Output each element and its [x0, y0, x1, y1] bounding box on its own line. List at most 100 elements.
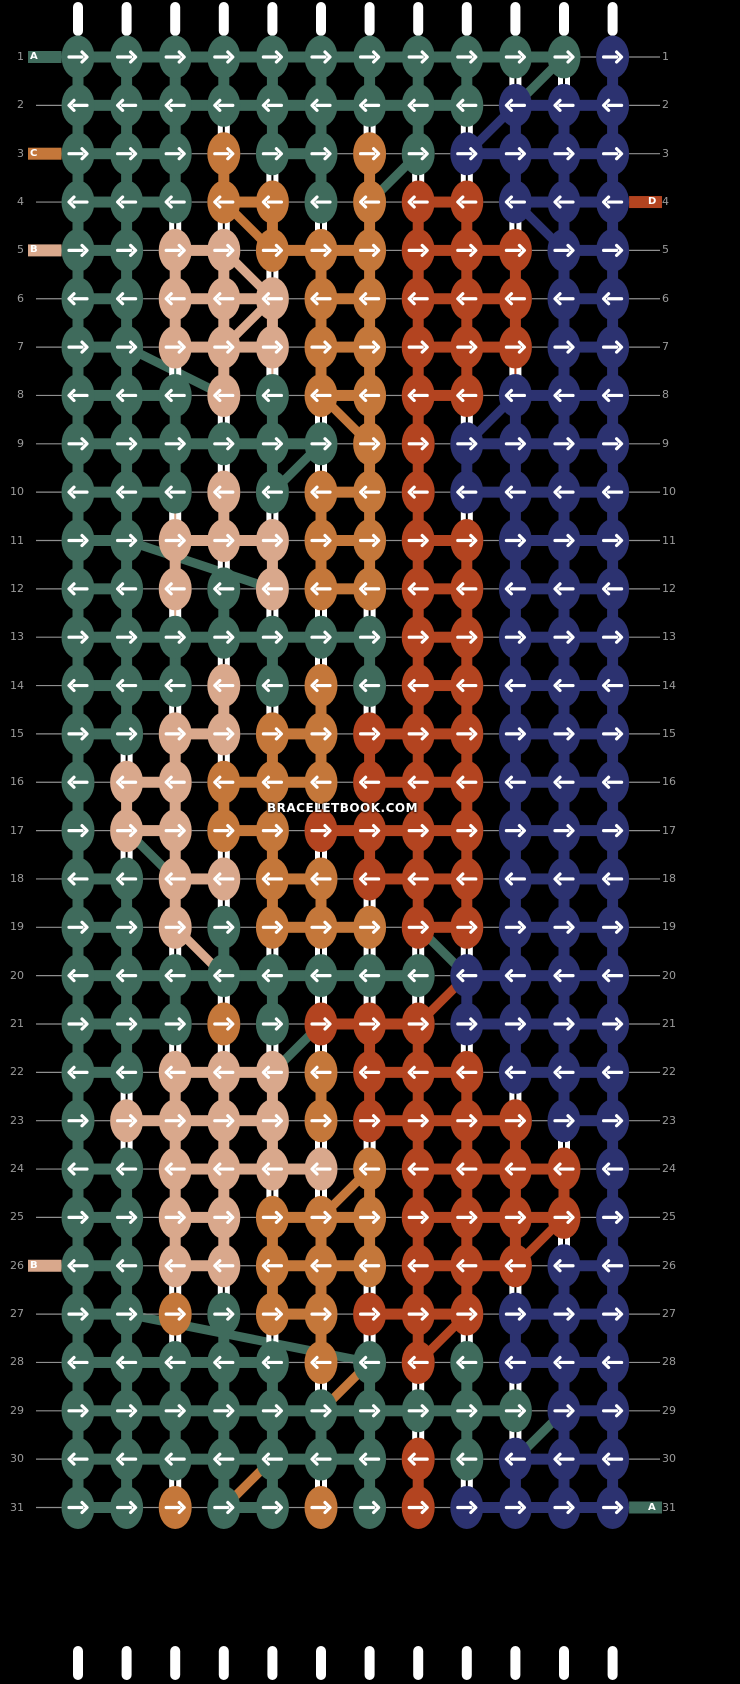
row-number-left: 20 — [10, 968, 24, 982]
knot-connector-h — [141, 196, 161, 208]
knot-tie-v — [461, 1285, 473, 1295]
string-tie-left — [509, 76, 515, 86]
arrow-right-icon — [456, 50, 478, 64]
arrow-right-icon — [116, 824, 138, 838]
arrow-right-icon — [602, 824, 624, 838]
string-tie-right — [419, 1430, 425, 1440]
arrow-right-icon — [553, 1404, 575, 1418]
arrow-left-icon — [407, 1259, 429, 1273]
arrow-right-icon — [213, 340, 235, 354]
arrow-right-icon — [456, 727, 478, 741]
knot-connector-h — [481, 1260, 501, 1272]
string-tie-right — [516, 366, 522, 376]
string-tie-left — [460, 124, 466, 135]
string-tie-right — [224, 898, 230, 908]
arrow-left-icon — [407, 678, 429, 693]
arrow-right-icon — [116, 1404, 138, 1418]
knot-tie-v — [121, 1236, 133, 1247]
arrow-right-icon — [67, 920, 89, 934]
knot-tie-v — [607, 463, 619, 473]
knot-connector-h — [432, 196, 453, 208]
knot-tie-v — [266, 995, 278, 1005]
knot-connector-h — [286, 970, 307, 982]
arrow-right-icon — [602, 1404, 624, 1418]
string-tie-left — [509, 221, 515, 231]
arrow-left-icon — [407, 872, 429, 886]
arrow-right-icon — [553, 727, 575, 741]
knot-connector-h — [529, 680, 550, 692]
arrow-left-icon — [164, 678, 186, 693]
row-number-left: 8 — [17, 388, 24, 402]
string-tie-right — [176, 1285, 182, 1295]
arrow-right-icon — [504, 1307, 526, 1321]
string-tie-right — [322, 1140, 327, 1150]
arrow-right-icon — [164, 1404, 186, 1418]
arrow-right-icon — [116, 1017, 138, 1031]
arrow-right-icon — [504, 1404, 526, 1418]
arrow-right-icon — [456, 147, 478, 161]
arrow-left-icon — [164, 195, 186, 209]
row-number-right: 8 — [662, 388, 669, 402]
knot-tie-v — [461, 76, 473, 86]
knot-connector-h — [238, 51, 258, 63]
row-number-right: 18 — [662, 871, 676, 885]
string-tie-left — [363, 124, 369, 135]
arrow-left-icon — [602, 678, 624, 693]
knot-tie-v — [169, 898, 181, 908]
string-tie-right — [176, 946, 182, 957]
row-guide-lines — [36, 56, 660, 1509]
row-number-right: 1 — [662, 50, 669, 63]
knot-tie-v — [509, 173, 521, 183]
knot-connector-h — [92, 196, 113, 208]
knot-connector-h — [384, 776, 404, 788]
knot-connector-h — [578, 196, 599, 208]
knot-connector-h — [189, 1163, 210, 1175]
arrow-left-icon — [310, 678, 332, 693]
knot-tie-v — [169, 850, 181, 860]
knot-tie-v — [412, 560, 424, 570]
string-tie-right — [467, 1043, 473, 1053]
arrow-left-icon — [164, 872, 186, 886]
knot-tie-v — [72, 705, 84, 715]
knot-connector-h — [578, 486, 599, 498]
arrow-right-icon — [310, 920, 332, 934]
arrow-left-icon — [213, 1162, 235, 1176]
string-tie-left — [412, 1430, 418, 1440]
arrow-left-icon — [213, 872, 235, 886]
arrow-left-icon — [553, 872, 575, 886]
knot-connector-h — [238, 776, 258, 788]
knot-tie-v — [315, 511, 327, 521]
row-number-right: 11 — [662, 533, 676, 547]
arrow-left-icon — [407, 1355, 429, 1370]
knot-tie-v — [266, 898, 278, 908]
row-number-right: 19 — [662, 920, 676, 934]
knot-connector-h — [529, 1163, 550, 1175]
arrow-left-icon — [67, 98, 89, 112]
knot-tie-v — [72, 898, 84, 908]
knot-tie-v — [218, 1140, 230, 1150]
arrow-right-icon — [553, 1017, 575, 1031]
knot-connector-h — [578, 1405, 599, 1417]
arrow-left-icon — [67, 872, 89, 886]
arrow-left-icon — [310, 195, 332, 209]
knot-tie-v — [121, 656, 133, 667]
row-number-right: 31 — [662, 1500, 676, 1514]
knot-connector-h — [529, 1066, 550, 1078]
string-tie-right — [273, 705, 279, 715]
string-tie-left — [169, 946, 175, 957]
knot-tie-v — [364, 221, 376, 231]
knot-connector-h — [189, 293, 210, 305]
arrow-left-icon — [602, 292, 624, 306]
arrow-right-icon — [310, 630, 332, 644]
string-tie-left — [217, 221, 223, 231]
arrow-left-icon — [116, 872, 138, 886]
string-tie-left — [169, 1043, 175, 1053]
knot-connector-h — [335, 535, 356, 546]
row-number-right: 13 — [662, 630, 676, 644]
knot-connector-h — [92, 1308, 113, 1320]
arrow-right-icon — [553, 340, 575, 354]
knot-connector-h — [92, 1018, 113, 1030]
arrow-right-icon — [407, 824, 429, 838]
knot-connector-h — [141, 1405, 161, 1417]
arrow-left-icon — [407, 969, 429, 983]
